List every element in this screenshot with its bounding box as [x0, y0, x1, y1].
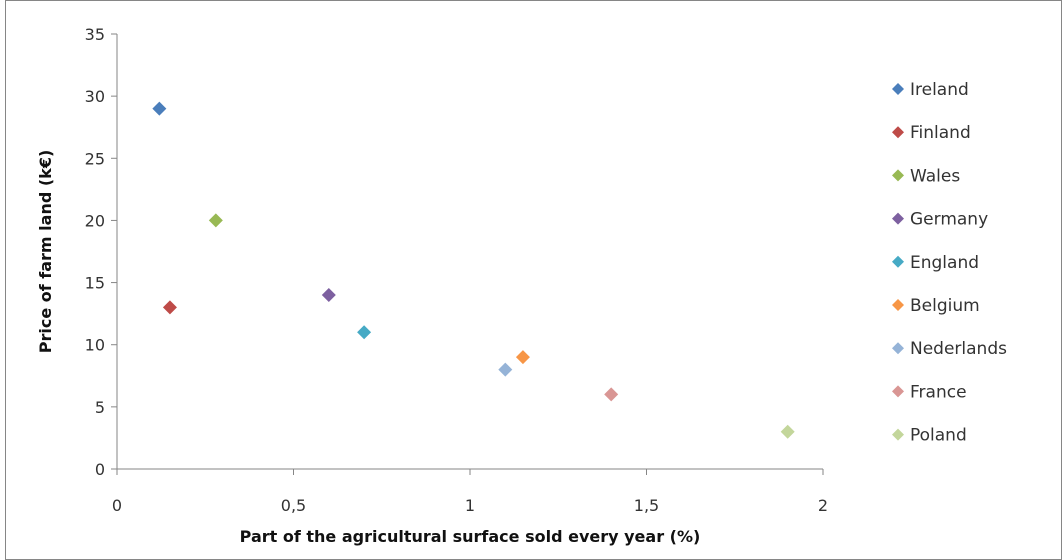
data-point-france [604, 387, 619, 402]
x-axis-ticks: 0 0,5 1 1,5 2 [112, 469, 828, 515]
y-tick-label: 25 [85, 149, 105, 168]
data-point-poland [780, 424, 795, 439]
data-points [152, 101, 795, 439]
legend-label: Ireland [910, 80, 969, 100]
data-point-wales [208, 213, 223, 228]
legend-marker-finland [892, 126, 904, 139]
data-point-england [357, 325, 372, 340]
legend-label: Finland [910, 123, 971, 143]
x-tick-label: 1 [465, 496, 475, 515]
legend-label: France [910, 382, 967, 402]
x-axis-title: Part of the agricultural surface sold ev… [240, 527, 701, 546]
y-tick-label: 5 [95, 398, 105, 417]
legend-label: Nederlands [910, 339, 1007, 359]
scatter-chart: 0 5 10 15 20 25 30 35 0 0,5 1 1,5 2 Ireland Finland W… [36, 25, 1007, 546]
legend-label: Wales [910, 166, 960, 186]
x-tick-label: 2 [818, 496, 828, 515]
legend-marker-nederlands [892, 342, 904, 355]
y-tick-label: 20 [85, 211, 105, 230]
data-point-belgium [515, 350, 530, 365]
x-tick-label: 0 [112, 496, 122, 515]
legend-marker-ireland [892, 83, 904, 95]
data-point-finland [162, 300, 177, 315]
y-tick-label: 15 [85, 274, 105, 293]
y-axis-ticks: 0 5 10 15 20 25 30 35 [85, 25, 117, 479]
data-point-ireland [152, 101, 167, 116]
y-tick-label: 0 [95, 460, 105, 479]
legend-marker-belgium [892, 299, 904, 311]
legend-label: Belgium [910, 296, 980, 316]
legend-marker-france [892, 385, 904, 398]
legend-marker-wales [892, 169, 904, 182]
legend: Ireland Finland Wales Germany England Belgium… [892, 80, 1007, 446]
legend-marker-england [892, 255, 904, 268]
legend-marker-poland [892, 428, 904, 441]
y-tick-label: 30 [85, 87, 105, 106]
y-tick-label: 10 [85, 336, 105, 355]
legend-label: Germany [910, 210, 988, 230]
legend-label: England [910, 253, 979, 273]
legend-marker-germany [892, 212, 904, 225]
x-tick-label: 0,5 [281, 496, 306, 515]
y-axis-title: Price of farm land (k€) [36, 150, 55, 354]
x-tick-label: 1,5 [634, 496, 659, 515]
legend-label: Poland [910, 426, 967, 446]
axes [116, 34, 823, 470]
y-tick-label: 35 [85, 25, 105, 44]
data-point-nederlands [498, 362, 513, 377]
data-point-germany [321, 288, 336, 302]
